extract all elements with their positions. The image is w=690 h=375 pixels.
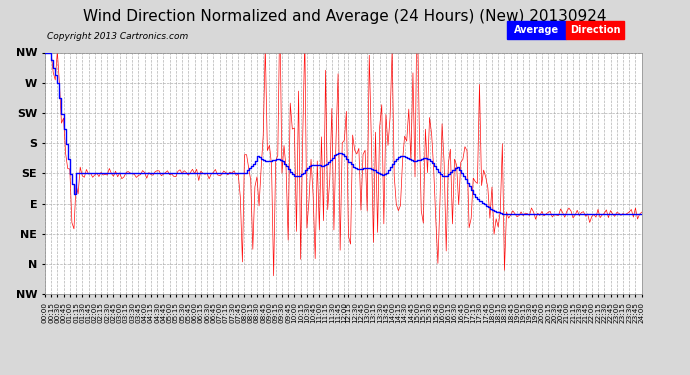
Text: Direction: Direction [570, 26, 620, 35]
Text: Wind Direction Normalized and Average (24 Hours) (New) 20130924: Wind Direction Normalized and Average (2… [83, 9, 607, 24]
Text: Copyright 2013 Cartronics.com: Copyright 2013 Cartronics.com [47, 32, 188, 41]
Text: Average: Average [514, 26, 559, 35]
